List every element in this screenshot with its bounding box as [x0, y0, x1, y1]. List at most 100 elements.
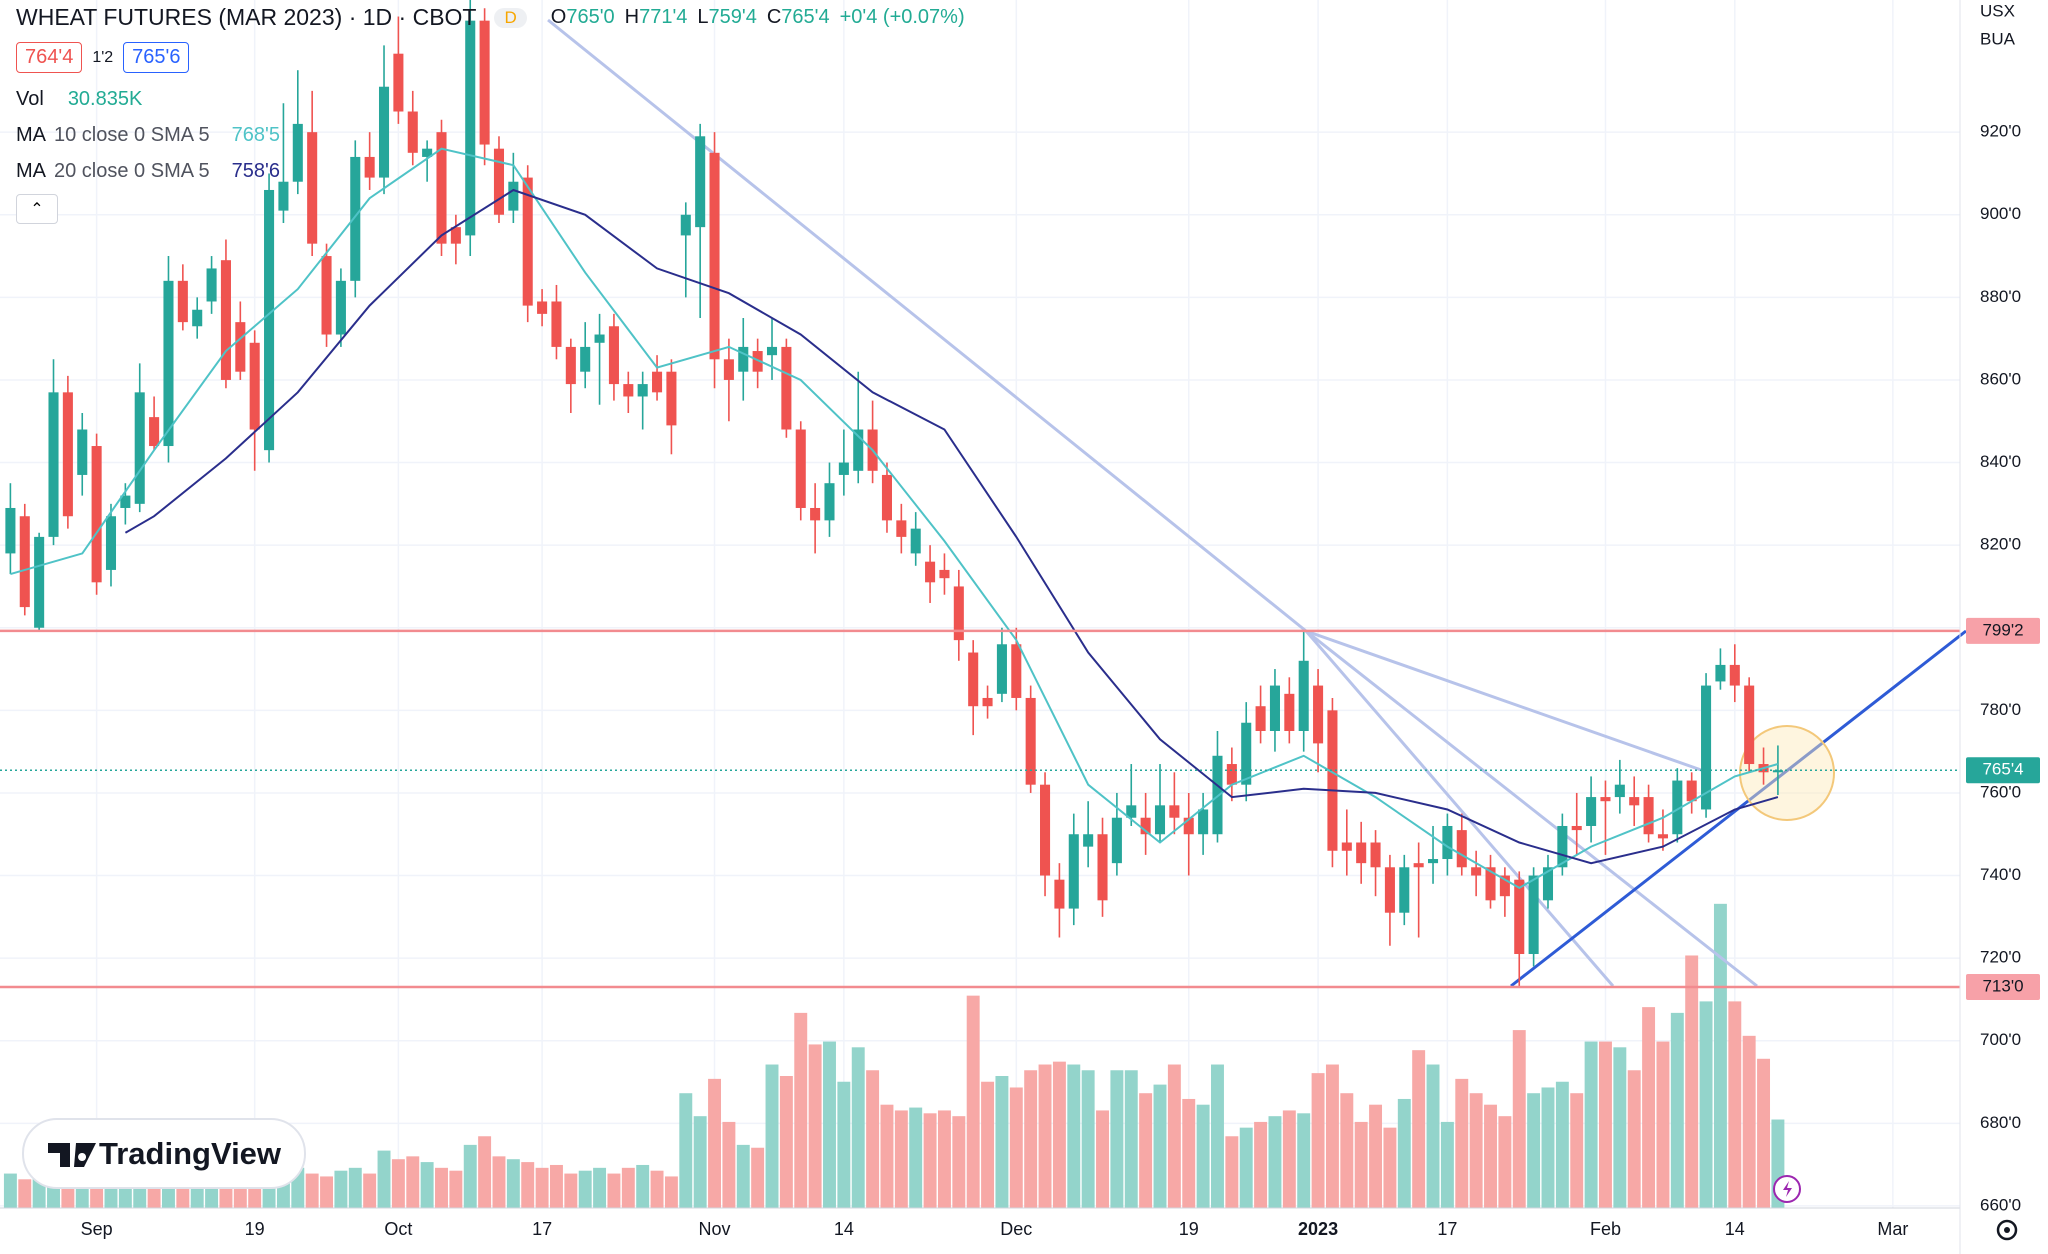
candle-body — [19, 516, 30, 608]
volume-bar — [1052, 1061, 1066, 1208]
x-tick-label: 14 — [1725, 1219, 1745, 1239]
candle-body — [1772, 770, 1783, 773]
header: WHEAT FUTURES (MAR 2023) · 1D · CBOT D O… — [16, 4, 965, 31]
volume-bar — [1254, 1121, 1268, 1208]
ohlc-key: H — [624, 6, 640, 28]
candle-body — [1629, 797, 1640, 806]
candle-body — [1571, 825, 1582, 831]
candle-body — [1198, 809, 1209, 835]
y-tick-label: 760'0 — [1980, 782, 2021, 801]
candle-body — [925, 561, 936, 583]
trend-line — [1304, 630, 1615, 987]
candle-body — [350, 156, 361, 281]
volume-bar — [1211, 1064, 1224, 1208]
ohlc-value: 765'0 — [566, 6, 615, 28]
volume-bar — [779, 1076, 793, 1208]
volume-bar — [1599, 1041, 1612, 1208]
volume-bar — [1038, 1064, 1052, 1208]
candle-body — [1298, 660, 1309, 731]
logo-badge[interactable]: TradingView — [22, 1118, 306, 1189]
volume-bar — [1484, 1104, 1497, 1208]
level-label-bg — [1966, 974, 2040, 1001]
volume-bar — [1527, 1093, 1541, 1208]
candle-body — [1485, 867, 1496, 901]
candle-body — [1269, 685, 1280, 731]
candle-body — [91, 446, 102, 583]
candle-body — [120, 495, 131, 508]
volume-bar — [751, 1147, 765, 1208]
volume-bar — [837, 1081, 851, 1208]
candle-body — [795, 429, 806, 508]
volume-bar — [1685, 955, 1699, 1208]
candle-body — [192, 309, 203, 327]
collapse-button[interactable]: ⌃ — [16, 194, 58, 224]
interval-badge[interactable]: D — [494, 7, 527, 28]
x-tick-label: Nov — [699, 1219, 731, 1239]
ask-button[interactable]: 765'6 — [123, 42, 190, 73]
ohlc-key: L — [697, 6, 709, 28]
level-label: 799'2 — [1982, 620, 2023, 639]
logo-bg[interactable] — [22, 1118, 306, 1189]
candle-body — [1212, 755, 1223, 835]
bid-button[interactable]: 764'4 — [16, 42, 83, 73]
candle-body — [422, 148, 433, 157]
volume-bar — [1713, 903, 1727, 1208]
volume-bar — [1498, 1116, 1512, 1208]
volume-bar — [18, 1179, 32, 1208]
candle-body — [206, 268, 217, 302]
candle-body — [580, 346, 591, 372]
candle-body — [695, 136, 706, 228]
x-tick-label: 17 — [1437, 1219, 1457, 1239]
y-tick-label: 880'0 — [1980, 287, 2021, 306]
candle-body — [1126, 805, 1137, 818]
volume-bar — [851, 1047, 865, 1208]
candle-body — [163, 280, 174, 447]
y-tick-label: 680'0 — [1980, 1113, 2021, 1132]
volume-legend: Vol 30.835K — [16, 88, 142, 111]
volume-bar — [952, 1116, 966, 1208]
trend-line — [1305, 629, 1758, 988]
volume-bar — [1196, 1104, 1210, 1208]
candle-body — [1499, 875, 1510, 897]
candle-body — [393, 53, 404, 112]
candle-body — [105, 516, 117, 570]
currency-label[interactable]: USX — [1980, 1, 2015, 20]
gear-center[interactable] — [2004, 1227, 2010, 1233]
candle-body — [738, 346, 749, 372]
candle-body — [1413, 863, 1424, 868]
candle-body — [1370, 842, 1381, 868]
ma-line — [10, 147, 1779, 890]
alert-icon[interactable] — [1773, 1175, 1801, 1203]
volume-bar — [708, 1078, 721, 1208]
settings-icon[interactable] — [1996, 1219, 2018, 1241]
candle-body — [307, 132, 318, 244]
level-label: 713'0 — [1982, 977, 2023, 996]
candle-body — [910, 528, 921, 554]
candle-body — [134, 392, 145, 504]
candle-body — [1600, 797, 1611, 802]
candle-body — [249, 342, 260, 430]
trend-line — [1305, 629, 1705, 773]
candle-body — [1183, 817, 1194, 835]
volume-bar — [449, 1170, 463, 1208]
volume-bar — [1282, 1110, 1296, 1208]
gear[interactable] — [1996, 1219, 2018, 1241]
volume-bar — [765, 1064, 779, 1208]
volume-label: Vol — [16, 88, 44, 110]
volume-bar — [1340, 1093, 1354, 1208]
candle-body — [1154, 805, 1166, 835]
candle-body — [551, 301, 562, 347]
candle-body — [1068, 834, 1079, 909]
volume-bar — [1009, 1087, 1023, 1208]
x-tick-label: 17 — [532, 1219, 552, 1239]
candle-body — [709, 152, 720, 360]
candle-body — [1327, 710, 1338, 851]
volume-bar — [1067, 1064, 1081, 1208]
candle-body — [1140, 817, 1151, 835]
unit-label[interactable]: BUA — [1980, 29, 2016, 48]
candle-body — [1744, 685, 1755, 765]
candle-body — [1025, 697, 1036, 785]
candle-body — [838, 462, 849, 475]
volume-bar — [320, 1176, 334, 1208]
